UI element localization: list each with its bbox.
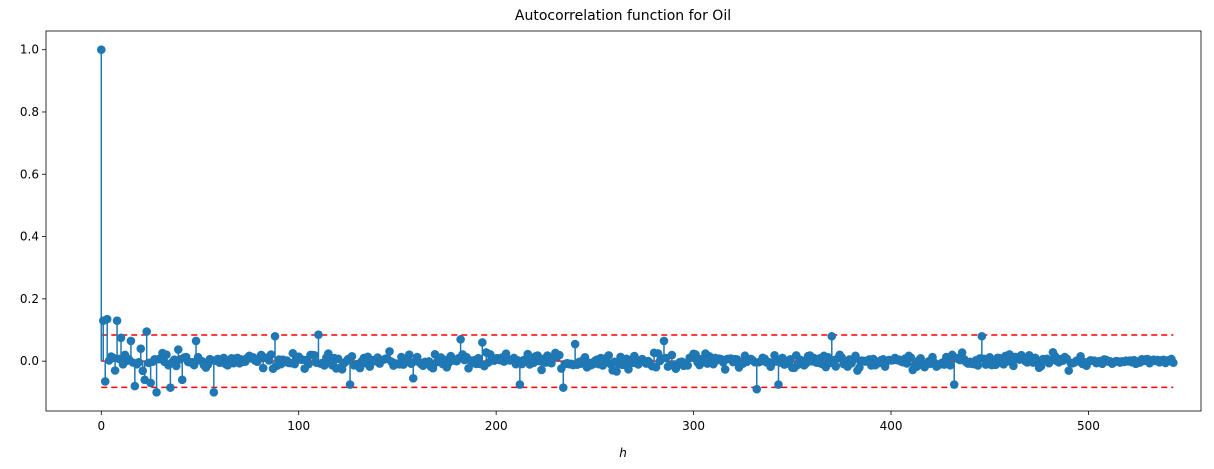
y-tick-label: 0.0 [20,354,39,368]
acf-point [102,314,112,324]
y-tick-label: 0.6 [20,167,39,181]
x-tick-label: 100 [287,419,310,433]
x-tick-label: 0 [97,419,105,433]
acf-point [189,360,199,370]
x-tick-label: 200 [485,419,508,433]
acf-point [558,383,568,392]
acf-point [612,367,621,376]
acf-point [659,336,669,346]
acf-point [570,339,580,349]
acf-point [1036,361,1046,371]
acf-point [651,362,661,372]
acf-point [96,45,106,54]
x-tick-label: 400 [880,419,903,433]
acf-point [130,381,140,391]
acf-point [404,350,414,360]
acf-point [855,363,864,372]
acf-point [162,350,171,359]
acf-point [1064,366,1074,375]
acf-point [906,353,916,362]
acf-point [973,361,983,370]
x-axis-label: h [619,446,627,460]
acf-point [523,349,533,359]
acf-point [146,378,155,388]
acf-point [110,366,120,375]
acf-point [851,351,860,361]
plot-frame [45,30,1202,412]
acf-point [258,363,268,373]
acf-point [112,316,122,325]
acf-point [100,377,110,386]
acf-point [683,361,692,370]
acf-point [1009,361,1018,371]
acf-point [949,380,959,389]
acf-point [774,380,783,389]
acf-point [456,335,465,344]
acf-point [977,331,987,341]
acf-point [408,373,418,383]
acf-point [1169,358,1178,368]
acf-point [624,365,633,374]
acf-point [116,333,126,343]
acf-point [266,350,276,359]
acf-point [831,362,841,371]
acf-point [555,350,564,360]
acf-point [134,357,144,367]
y-tick-label: 0.8 [20,105,39,119]
acf-point [304,359,313,369]
y-tick-label: 1.0 [20,43,39,57]
y-axis-ticks: 0.0 0.2 0.4 0.6 0.8 1.0 [20,43,46,368]
acf-point [142,327,151,336]
x-tick-label: 300 [682,419,705,433]
acf-point [355,363,365,373]
acf-point [604,351,613,360]
acf-point [177,375,187,385]
acf-point [385,347,394,356]
acf-point [827,331,837,341]
acf-point [957,348,967,357]
acf-point [310,351,319,360]
acf-point [345,380,355,389]
acf-point [428,363,438,373]
chart-title: Autocorrelation function for Oil [515,8,731,24]
acf-point [173,345,183,354]
acf-point [314,330,323,339]
acf-point [720,365,730,374]
y-tick-label: 0.2 [20,292,39,306]
confidence-band [101,334,1174,389]
acf-point [209,388,219,397]
acf-point [191,336,201,346]
y-tick-label: 0.4 [20,230,39,244]
acf-point [166,383,175,392]
acf-point [691,350,700,359]
acf-point [945,360,955,370]
acf-point [324,349,333,358]
acf-point [270,331,280,341]
acf-point [172,361,181,371]
acf-point [630,351,639,361]
stem-markers [96,45,1178,397]
x-axis-ticks: 0 100 200 300 400 500 [97,411,1100,433]
acf-point [152,388,161,397]
acf-point [916,353,925,363]
acf-point [126,336,136,346]
acf-point [136,344,146,354]
acf-point [138,366,148,376]
acf-point [333,354,343,364]
acf-point [478,338,487,347]
acf-point [515,380,525,389]
acf-point [667,350,677,360]
acf-point [347,351,357,361]
acf-point [752,384,762,394]
acf-point [537,365,546,375]
x-tick-label: 500 [1077,419,1100,433]
